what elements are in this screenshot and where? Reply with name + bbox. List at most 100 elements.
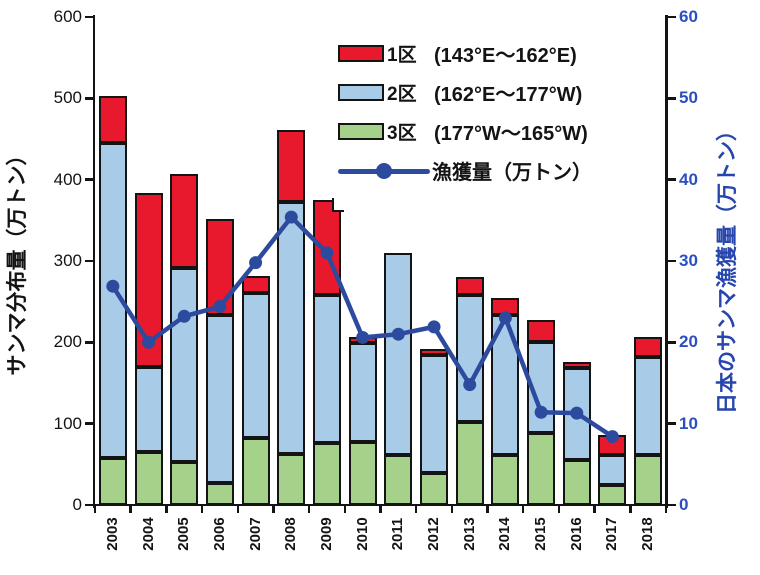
right-axis-tick bbox=[667, 503, 676, 507]
bar-2015-ku3 bbox=[527, 433, 556, 505]
right-axis-tick-label: 40 bbox=[679, 169, 698, 189]
catch-line-marker bbox=[427, 320, 441, 334]
bottom-axis-line bbox=[92, 503, 668, 506]
legend-range-ku1: (143°E～162°E) bbox=[434, 45, 577, 67]
catch-line-marker bbox=[284, 210, 298, 224]
legend-swatch-ku1 bbox=[338, 45, 384, 62]
bar-2010-ku2 bbox=[348, 343, 377, 443]
bar-2009-ku3 bbox=[312, 443, 341, 505]
left-axis-tick bbox=[85, 422, 93, 425]
bar-2011-ku2 bbox=[384, 252, 413, 456]
legend-range-ku2: (162°E～177°W) bbox=[434, 84, 583, 106]
bar-2006-ku1 bbox=[205, 218, 234, 315]
x-axis-tick bbox=[450, 505, 454, 513]
bar-2009-step-notch bbox=[331, 198, 344, 213]
bar-2017-ku2 bbox=[598, 454, 627, 485]
left-axis-tick-label: 0 bbox=[72, 495, 82, 514]
x-axis-tick bbox=[664, 505, 668, 513]
x-axis-tick bbox=[379, 505, 382, 513]
x-axis-tick bbox=[414, 505, 418, 513]
catch-line-marker bbox=[391, 327, 405, 341]
right-axis-tick bbox=[667, 259, 676, 263]
right-axis-tick-label: 0 bbox=[679, 495, 689, 514]
x-axis-tick bbox=[557, 505, 561, 513]
legend-label-ku2: 2区 bbox=[387, 84, 417, 105]
bar-2013-ku1 bbox=[455, 277, 484, 296]
left-axis-tick bbox=[85, 341, 93, 344]
catch-line-marker bbox=[142, 335, 156, 349]
right-axis-tick bbox=[667, 341, 676, 344]
x-axis-tick bbox=[272, 505, 275, 513]
bar-2016-ku1 bbox=[562, 361, 591, 369]
right-axis-tick bbox=[667, 15, 676, 19]
left-axis-tick-label: 500 bbox=[53, 88, 82, 108]
line-sample-icon bbox=[338, 162, 430, 180]
legend-item-ku1: 1区 (143°E～162°E) bbox=[338, 34, 592, 73]
bar-2018-ku1 bbox=[634, 337, 663, 357]
catch-line-marker bbox=[498, 311, 512, 325]
right-axis-tick bbox=[667, 97, 676, 100]
x-axis-tick bbox=[165, 505, 168, 513]
bar-2012-ku3 bbox=[420, 473, 449, 505]
x-axis-tick bbox=[343, 505, 346, 513]
bar-2003-ku1 bbox=[98, 95, 127, 144]
left-axis-line bbox=[92, 15, 95, 508]
right-axis-line bbox=[665, 15, 668, 508]
left-axis-tick bbox=[85, 97, 93, 100]
catch-line-marker bbox=[213, 300, 227, 314]
x-axis-tick bbox=[129, 505, 132, 513]
catch-line-marker bbox=[106, 279, 120, 293]
legend-item-ku2: 2区 (162°E～177°W) bbox=[338, 73, 592, 112]
x-axis-tick bbox=[236, 505, 239, 513]
bar-2018-ku2 bbox=[634, 356, 663, 456]
bar-2004-ku3 bbox=[134, 452, 163, 505]
bar-2008-ku2 bbox=[277, 201, 306, 454]
bar-2016-ku3 bbox=[562, 460, 591, 505]
catch-line-marker bbox=[356, 330, 370, 344]
left-axis-tick-label: 100 bbox=[53, 413, 82, 433]
left-axis-tick-label: 400 bbox=[53, 169, 82, 189]
x-axis-tick bbox=[200, 505, 204, 513]
catch-line bbox=[110, 214, 614, 439]
legend-item-catch-line: 漁獲量（万トン） bbox=[338, 151, 592, 190]
left-axis-tick-label: 200 bbox=[53, 332, 82, 352]
left-axis-tick bbox=[85, 178, 93, 181]
left-axis-tick-label: 300 bbox=[53, 251, 82, 270]
bar-2006-ku2 bbox=[205, 314, 234, 484]
right-axis-tick-label: 50 bbox=[679, 88, 698, 108]
x-axis-tick bbox=[629, 505, 632, 513]
legend-label-catch: 漁獲量（万トン） bbox=[432, 162, 592, 184]
right-axis-tick-label: 60 bbox=[679, 7, 698, 26]
right-axis-tick-label: 20 bbox=[679, 332, 698, 352]
catch-line-marker bbox=[320, 246, 334, 260]
bar-2005-ku2 bbox=[170, 268, 199, 462]
bar-2012-ku2 bbox=[420, 355, 449, 474]
x-axis-tick bbox=[307, 505, 311, 513]
bar-2009-ku2 bbox=[312, 295, 341, 444]
bar-2011-ku3 bbox=[384, 455, 413, 505]
right-axis-tick-label: 30 bbox=[679, 251, 698, 270]
right-axis-tick bbox=[667, 422, 676, 425]
catch-line-marker bbox=[570, 406, 584, 420]
bar-2008-ku1 bbox=[277, 130, 306, 202]
bar-2015-ku1 bbox=[527, 320, 556, 343]
catch-line-marker bbox=[534, 405, 548, 419]
bar-2007-ku1 bbox=[241, 275, 270, 293]
left-axis-tick-label: 600 bbox=[53, 7, 82, 26]
legend-range-ku3: (177°W～165°W) bbox=[434, 123, 588, 145]
line-sample-marker bbox=[376, 162, 392, 179]
legend-label-ku1: 1区 bbox=[387, 45, 417, 66]
x-axis-tick bbox=[93, 505, 97, 513]
bar-2004-ku2 bbox=[134, 366, 163, 453]
catch-line-marker bbox=[605, 430, 619, 444]
x-axis-tick bbox=[486, 505, 489, 513]
left-axis-tick bbox=[85, 15, 93, 19]
catch-line-marker bbox=[177, 309, 191, 323]
right-axis-tick bbox=[667, 178, 676, 181]
legend-swatch-ku3 bbox=[338, 123, 384, 140]
catch-line-marker bbox=[463, 378, 477, 392]
x-axis-tick bbox=[522, 505, 525, 513]
legend: 1区 (143°E～162°E) 2区 (162°E～177°W) 3区 (17… bbox=[338, 34, 592, 190]
